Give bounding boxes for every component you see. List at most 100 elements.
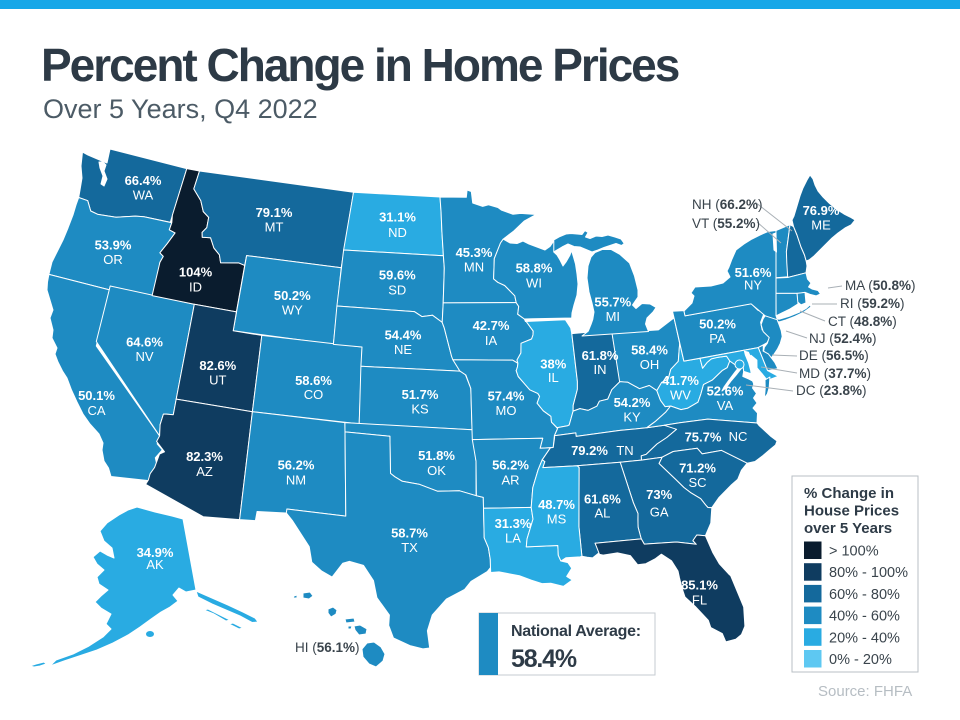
svg-text:DE (56.5%): DE (56.5%) [799, 348, 869, 363]
svg-text:MA (50.8%): MA (50.8%) [845, 278, 916, 293]
svg-text:58.4%: 58.4% [511, 645, 577, 673]
svg-text:AZ: AZ [196, 464, 213, 479]
svg-text:54.2%: 54.2% [614, 395, 651, 410]
svg-text:> 100%: > 100% [829, 544, 879, 560]
svg-text:51.6%: 51.6% [735, 265, 772, 280]
svg-text:NV: NV [135, 349, 153, 364]
svg-text:RI (59.2%): RI (59.2%) [840, 296, 905, 311]
svg-text:LA: LA [505, 531, 521, 546]
svg-text:VA: VA [717, 398, 734, 413]
svg-text:82.3%: 82.3% [186, 449, 223, 464]
svg-text:over 5 Years: over 5 Years [804, 520, 892, 537]
svg-text:0% - 20%: 0% - 20% [829, 652, 892, 668]
svg-text:MO: MO [496, 403, 517, 418]
svg-text:CO: CO [304, 387, 324, 402]
svg-text:55.7%: 55.7% [594, 295, 631, 310]
svg-text:OH: OH [640, 357, 660, 372]
svg-text:KY: KY [623, 410, 641, 425]
svg-text:IN: IN [594, 362, 607, 377]
svg-text:MI: MI [606, 309, 620, 324]
svg-text:% Change in: % Change in [804, 485, 894, 502]
svg-text:54.4%: 54.4% [385, 328, 422, 343]
svg-text:61.6%: 61.6% [584, 491, 621, 506]
svg-text:NE: NE [394, 342, 412, 357]
svg-text:TX: TX [401, 540, 418, 555]
svg-text:104%: 104% [179, 265, 213, 280]
svg-text:76.9%: 76.9% [803, 203, 840, 218]
svg-text:MT: MT [265, 219, 284, 234]
svg-text:AR: AR [501, 473, 519, 488]
svg-text:20% - 40%: 20% - 40% [829, 630, 900, 646]
svg-text:79.1%: 79.1% [256, 205, 293, 220]
svg-text:56.2%: 56.2% [492, 458, 529, 473]
svg-text:58.4%: 58.4% [631, 343, 668, 358]
svg-text:DC (23.8%): DC (23.8%) [796, 383, 867, 398]
svg-text:50.2%: 50.2% [699, 316, 736, 331]
svg-text:MN: MN [464, 260, 484, 275]
svg-text:MD (37.7%): MD (37.7%) [799, 366, 871, 381]
svg-text:58.8%: 58.8% [516, 261, 553, 276]
svg-text:NM: NM [286, 473, 306, 488]
svg-text:SD: SD [388, 282, 406, 297]
svg-text:IL: IL [548, 370, 559, 385]
svg-text:59.6%: 59.6% [379, 267, 416, 282]
svg-text:CT (48.8%): CT (48.8%) [828, 314, 897, 329]
svg-text:41.7%: 41.7% [662, 373, 699, 388]
svg-text:PA: PA [709, 331, 726, 346]
svg-text:ID: ID [189, 279, 202, 294]
svg-text:NJ (52.4%): NJ (52.4%) [809, 331, 877, 346]
svg-text:WI: WI [526, 275, 542, 290]
svg-text:GA: GA [650, 504, 669, 519]
svg-text:64.6%: 64.6% [126, 335, 163, 350]
svg-text:50.1%: 50.1% [78, 388, 115, 403]
svg-text:57.4%: 57.4% [488, 389, 525, 404]
svg-text:WY: WY [282, 303, 303, 318]
svg-text:75.7%: 75.7% [685, 430, 722, 445]
svg-text:ME: ME [811, 218, 831, 233]
svg-text:79.2%: 79.2% [571, 443, 608, 458]
svg-text:52.6%: 52.6% [707, 384, 744, 399]
svg-text:56.2%: 56.2% [278, 458, 315, 473]
svg-text:ND: ND [388, 225, 407, 240]
svg-text:AK: AK [146, 557, 164, 572]
svg-text:60% - 80%: 60% - 80% [829, 587, 900, 603]
svg-text:NC: NC [729, 429, 748, 444]
svg-text:TN: TN [616, 443, 633, 458]
svg-text:WA: WA [133, 188, 154, 203]
svg-text:48.7%: 48.7% [538, 497, 575, 512]
svg-text:National Average:: National Average: [511, 623, 641, 640]
svg-text:45.3%: 45.3% [456, 245, 493, 260]
svg-text:80% - 100%: 80% - 100% [829, 565, 908, 581]
svg-text:House Prices: House Prices [804, 503, 899, 520]
svg-text:NH (66.2%): NH (66.2%) [692, 197, 763, 212]
svg-text:OR: OR [103, 252, 123, 267]
svg-text:SC: SC [688, 475, 706, 490]
svg-text:KS: KS [411, 402, 429, 417]
svg-text:VT (55.2%): VT (55.2%) [692, 216, 760, 231]
svg-text:71.2%: 71.2% [679, 461, 716, 476]
svg-text:51.8%: 51.8% [418, 448, 455, 463]
svg-text:82.6%: 82.6% [199, 358, 236, 373]
svg-text:31.1%: 31.1% [379, 210, 416, 225]
svg-text:AL: AL [594, 506, 610, 521]
svg-text:85.1%: 85.1% [681, 578, 718, 593]
svg-text:NY: NY [744, 278, 762, 293]
svg-text:38%: 38% [540, 356, 566, 371]
svg-text:MS: MS [547, 511, 567, 526]
svg-text:42.7%: 42.7% [473, 318, 510, 333]
svg-text:34.9%: 34.9% [137, 545, 174, 560]
svg-text:HI (56.1%): HI (56.1%) [295, 640, 360, 655]
svg-text:31.3%: 31.3% [495, 516, 532, 531]
svg-text:51.7%: 51.7% [402, 387, 439, 402]
svg-text:61.8%: 61.8% [582, 348, 619, 363]
svg-text:IA: IA [485, 333, 498, 348]
svg-text:66.4%: 66.4% [125, 173, 162, 188]
svg-text:UT: UT [209, 373, 226, 388]
svg-text:73%: 73% [646, 487, 672, 502]
svg-text:CA: CA [87, 403, 105, 418]
svg-text:53.9%: 53.9% [95, 238, 132, 253]
svg-text:40% - 60%: 40% - 60% [829, 609, 900, 625]
svg-text:WV: WV [670, 387, 691, 402]
svg-text:58.7%: 58.7% [391, 525, 428, 540]
svg-text:50.2%: 50.2% [274, 288, 311, 303]
